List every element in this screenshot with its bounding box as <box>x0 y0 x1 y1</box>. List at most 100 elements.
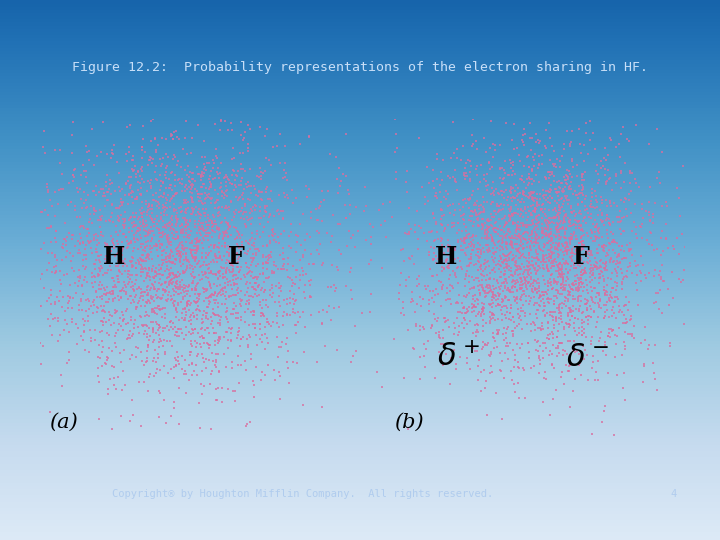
Point <box>165 250 176 259</box>
Point <box>415 293 426 301</box>
Point <box>139 264 150 273</box>
Point <box>619 300 631 309</box>
Point <box>444 242 456 251</box>
Point <box>134 312 145 320</box>
Point <box>55 185 67 194</box>
Point <box>156 192 167 200</box>
Point <box>192 238 203 246</box>
Point <box>523 174 535 183</box>
Point <box>562 192 573 200</box>
Point <box>123 331 135 340</box>
Point <box>150 264 161 273</box>
Point <box>189 337 201 346</box>
Point <box>458 141 469 150</box>
Text: 4: 4 <box>670 489 676 499</box>
Point <box>555 273 567 281</box>
Point <box>275 343 287 352</box>
Point <box>530 247 541 256</box>
Point <box>180 180 192 189</box>
Point <box>434 181 446 190</box>
Point <box>245 272 256 280</box>
Point <box>148 307 160 316</box>
Point <box>228 254 239 263</box>
Point <box>104 375 116 383</box>
Point <box>85 201 96 210</box>
Point <box>305 208 317 217</box>
Point <box>576 260 588 268</box>
Point <box>524 281 536 290</box>
Point <box>339 201 351 210</box>
Point <box>179 187 191 196</box>
Point <box>153 204 164 212</box>
Point <box>521 222 532 231</box>
Point <box>171 188 182 197</box>
Point <box>600 178 611 186</box>
Point <box>187 326 199 335</box>
Point <box>189 185 201 194</box>
Point <box>119 259 130 268</box>
Point <box>52 313 63 322</box>
Point <box>184 187 196 196</box>
Point <box>711 279 720 288</box>
Point <box>32 319 43 327</box>
Point <box>465 206 477 215</box>
Point <box>492 276 503 285</box>
Point <box>497 179 508 187</box>
Point <box>127 152 138 160</box>
Point <box>122 334 133 342</box>
Point <box>148 335 160 344</box>
Point <box>208 242 220 251</box>
Point <box>564 403 576 411</box>
Point <box>585 304 597 313</box>
Point <box>227 387 238 395</box>
Point <box>208 240 220 249</box>
Point <box>616 268 628 277</box>
Point <box>104 244 116 253</box>
Point <box>503 217 514 226</box>
Point <box>619 345 631 353</box>
Point <box>538 252 549 260</box>
Point <box>403 230 415 239</box>
Point <box>212 267 224 276</box>
Point <box>220 191 231 199</box>
Point <box>500 254 512 263</box>
Point <box>112 231 124 239</box>
Point <box>632 261 644 269</box>
Point <box>111 158 122 166</box>
Point <box>472 220 484 229</box>
Point <box>450 273 462 282</box>
Point <box>162 458 174 467</box>
Point <box>603 251 614 260</box>
Point <box>561 273 572 281</box>
Point <box>74 240 86 249</box>
Point <box>155 305 166 314</box>
Point <box>539 306 550 314</box>
Point <box>231 227 243 235</box>
Point <box>433 234 444 243</box>
Point <box>283 232 294 240</box>
Point <box>414 353 426 362</box>
Point <box>230 271 242 279</box>
Point <box>163 326 175 334</box>
Point <box>217 228 229 237</box>
Point <box>287 199 299 208</box>
Point <box>172 353 184 362</box>
Point <box>160 171 171 180</box>
Point <box>168 226 179 234</box>
Point <box>67 177 78 185</box>
Point <box>557 283 569 292</box>
Point <box>172 300 184 309</box>
Point <box>191 106 202 114</box>
Point <box>577 245 588 253</box>
Point <box>71 320 82 328</box>
Point <box>552 246 564 254</box>
Point <box>494 349 505 357</box>
Point <box>446 249 458 258</box>
Point <box>549 185 561 193</box>
Point <box>103 315 114 324</box>
Point <box>140 217 152 226</box>
Point <box>484 275 495 284</box>
Point <box>199 189 210 198</box>
Point <box>49 146 60 154</box>
Point <box>188 207 199 216</box>
